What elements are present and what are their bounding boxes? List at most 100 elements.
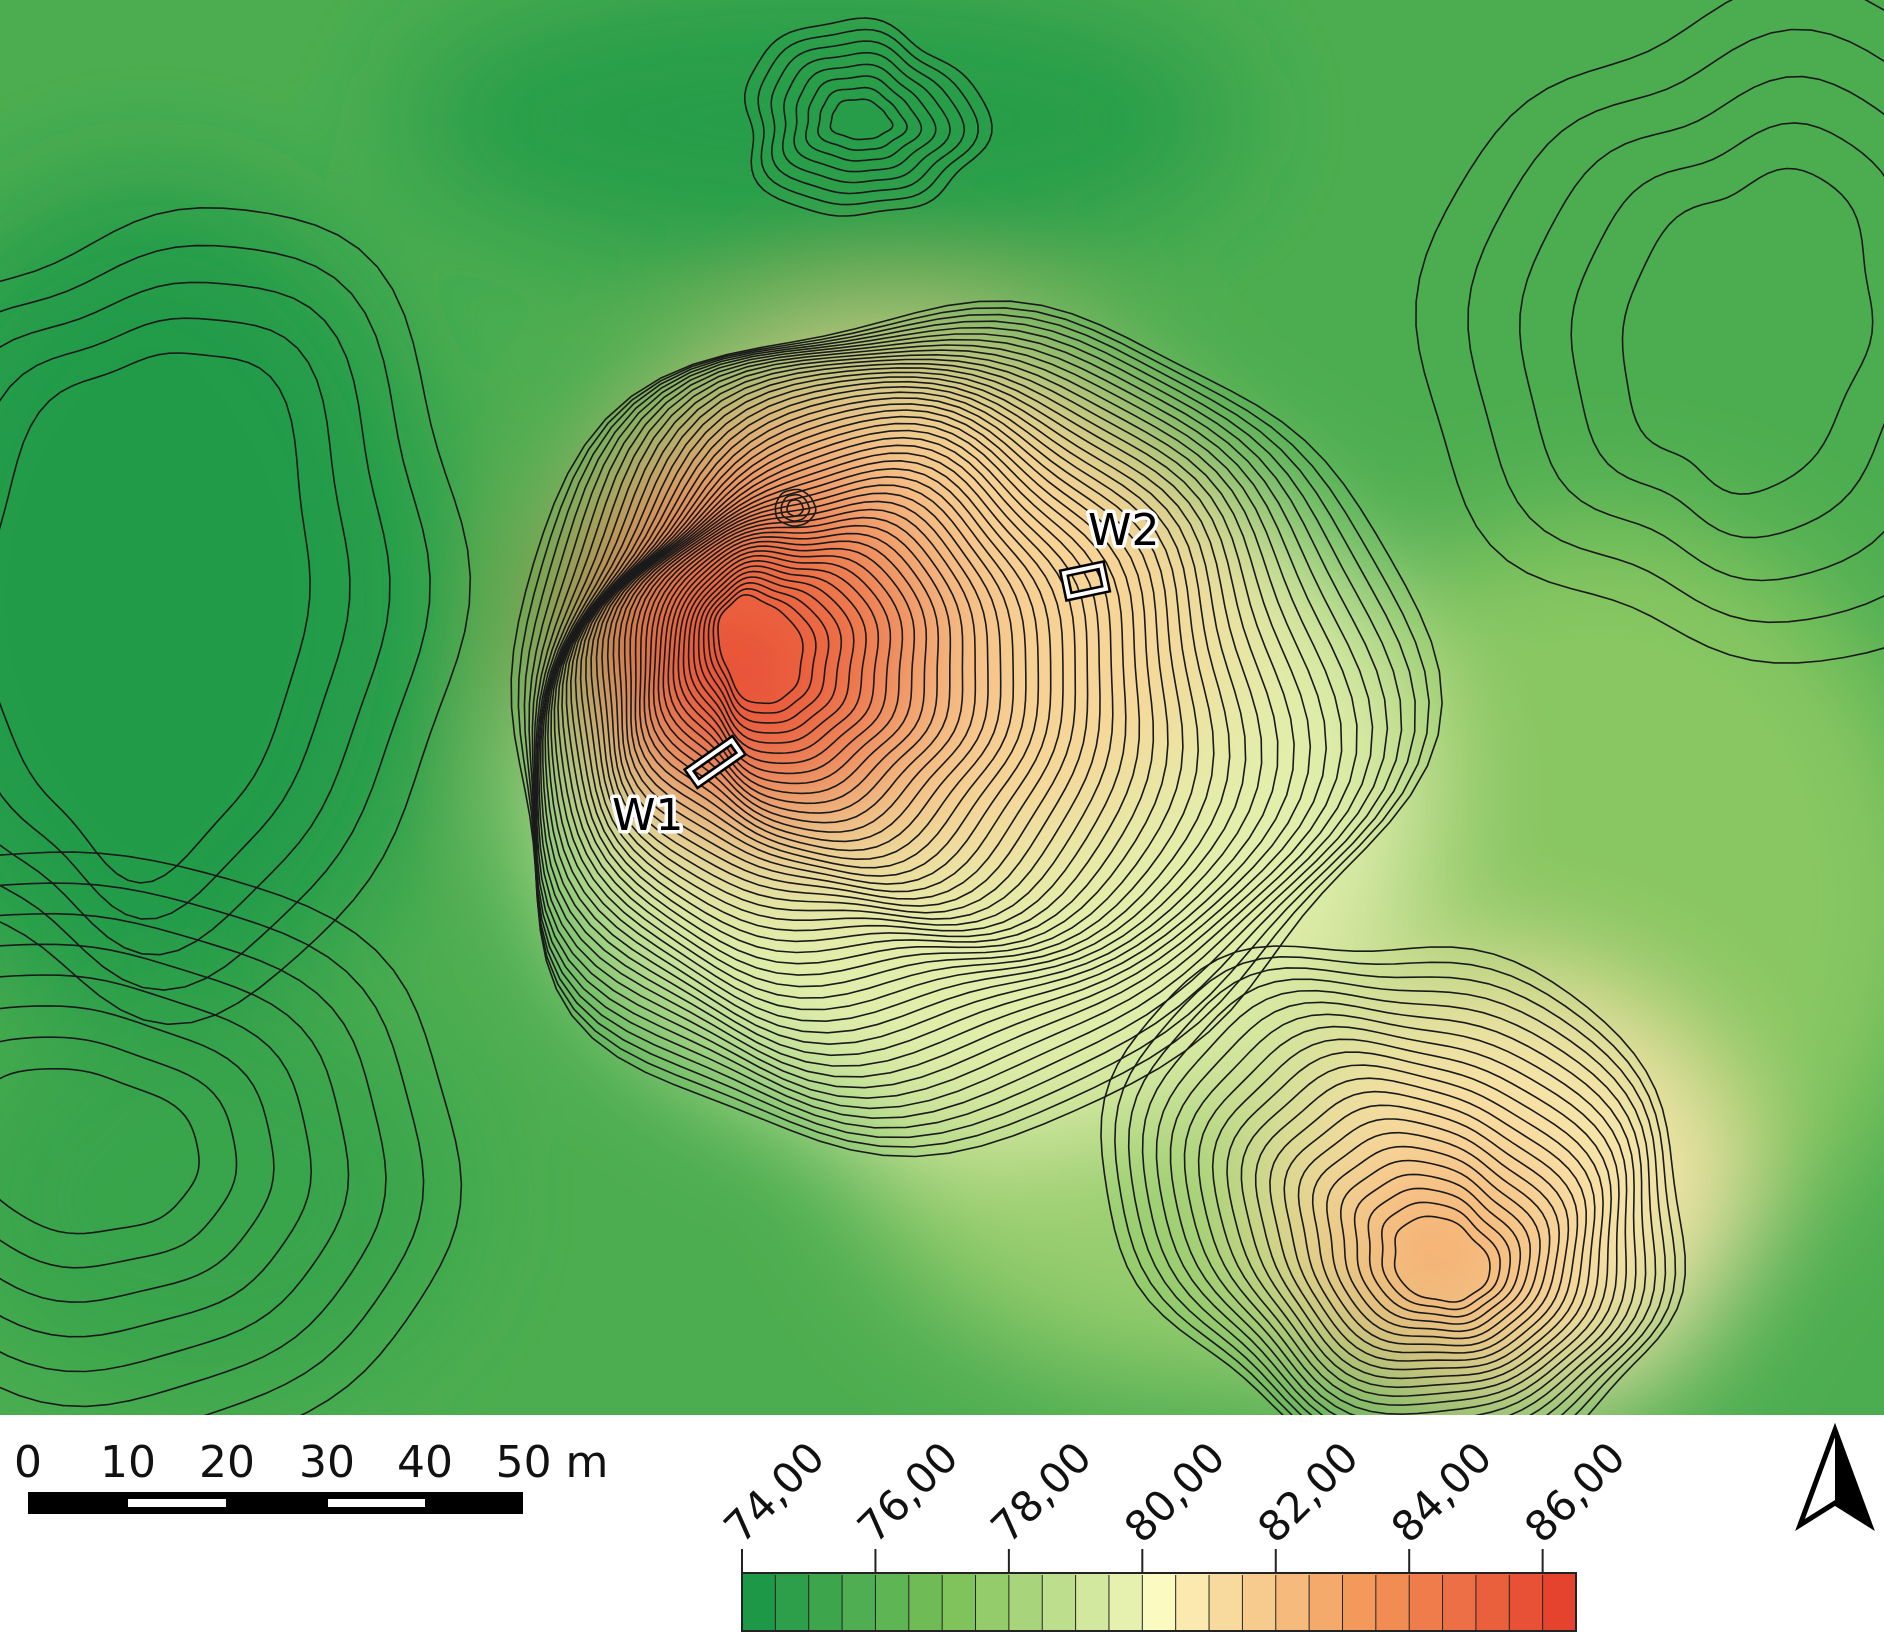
scale-label-20: 20: [199, 1437, 255, 1488]
contour-main-30: [565, 391, 1184, 976]
ramp-label-3: 80,00: [1115, 1432, 1235, 1552]
contour-main-12: [657, 524, 952, 824]
contour-se-hill-3: [1353, 1173, 1522, 1325]
contour-n-knoll-6: [757, 28, 979, 206]
contour-main-19: [623, 467, 1040, 885]
contour-se-hill-1: [1380, 1201, 1501, 1311]
contour-main-34: [550, 371, 1247, 1023]
scale-label-0: 0: [14, 1437, 42, 1488]
contour-main-47: [510, 300, 1443, 1158]
contour-main-40: [536, 344, 1343, 1089]
contour-sw-7: [0, 851, 463, 1415]
ramp-cell-4: [875, 1573, 910, 1631]
contour-main-8: [677, 550, 904, 785]
north-arrow-icon: [1795, 1422, 1875, 1532]
scale-label-40: 40: [397, 1437, 453, 1488]
contour-sw-2: [0, 1005, 275, 1303]
contour-main-22: [606, 444, 1077, 907]
ramp-cell-17: [1309, 1573, 1343, 1631]
contour-ne-4: [1415, 0, 1884, 664]
surface-blob-d1: [0, 180, 450, 1020]
contour-ne-0: [1621, 167, 1874, 495]
contour-se-hill-18: [1141, 978, 1657, 1415]
contour-main-42: [533, 333, 1374, 1110]
contour-main-36: [544, 362, 1279, 1046]
contour-main-38: [539, 353, 1312, 1067]
contour-main-35: [547, 367, 1263, 1034]
surface-blob-d3: [0, 1000, 460, 1400]
contour-main-23: [601, 436, 1089, 914]
scale-bar-segment-white-1: [128, 1499, 226, 1507]
ramp-cell-6: [942, 1573, 977, 1631]
marker-w1[interactable]: W1: [609, 734, 748, 845]
contour-se-hill-4: [1339, 1159, 1532, 1333]
ramp-cell-11: [1108, 1573, 1143, 1631]
ramp-cell-15: [1242, 1573, 1277, 1631]
contour-se-hill-5: [1326, 1145, 1541, 1340]
contour-se-hill-21: [1100, 945, 1687, 1415]
contour-main-33: [553, 376, 1231, 1011]
ramp-label-4: 82,00: [1248, 1432, 1368, 1552]
contour-main-5: [692, 565, 867, 755]
contour-main-32: [557, 380, 1215, 999]
contour-main-21: [612, 452, 1064, 900]
ramp-cell-3: [842, 1573, 876, 1631]
contour-sw-5: [0, 912, 387, 1408]
ramp-cell-13: [1175, 1573, 1210, 1631]
contour-main-24: [595, 429, 1101, 920]
ramp-cell-2: [808, 1573, 843, 1631]
contour-se-hill-19: [1127, 967, 1667, 1415]
contour-main-29: [569, 397, 1169, 965]
contour-se-hill-17: [1155, 989, 1647, 1415]
contour-main-7: [682, 554, 892, 775]
contour-main-20: [618, 459, 1052, 893]
contour-n-knoll-2: [804, 75, 923, 162]
contour-main-39: [537, 349, 1328, 1078]
contour-knob-0: [786, 499, 804, 517]
contour-se-hill-12: [1226, 1051, 1604, 1398]
scale-bar-frame: [28, 1492, 523, 1514]
ramp-cell-8: [1008, 1573, 1043, 1631]
ramp-cell-21: [1442, 1573, 1477, 1631]
ramp-labels: 74,00 76,00 78,00 80,00 82,00 84,00 86,00: [714, 1432, 1635, 1573]
scale-label-10: 10: [100, 1437, 156, 1488]
contour-se-hill-7: [1297, 1118, 1561, 1354]
ramp-cell-22: [1475, 1573, 1510, 1631]
scale-label-30: 30: [299, 1437, 355, 1488]
contour-knob-2: [774, 488, 817, 527]
contour-main-15: [643, 500, 989, 852]
surface-blob-hill-peak: [620, 560, 840, 800]
contour-main-2: [707, 581, 830, 724]
surface-blob-d2: [400, 0, 1240, 260]
contour-main-37: [541, 358, 1295, 1057]
contour-main-10: [667, 540, 928, 805]
contour-main-41: [535, 338, 1358, 1100]
contour-se-hill-20: [1114, 955, 1677, 1415]
contour-n-knoll-4: [782, 52, 951, 184]
contour-ne-2: [1518, 75, 1884, 582]
contour-se-hill-0: [1393, 1215, 1491, 1303]
contour-se-hill-10: [1254, 1077, 1588, 1380]
ramp-label-0: 74,00: [714, 1432, 834, 1552]
ramp-cell-14: [1209, 1573, 1243, 1631]
ramp-cell-1: [775, 1573, 810, 1631]
contour-west-4: [0, 206, 472, 1026]
contour-main-27: [579, 409, 1141, 943]
marker-w1-label: W1: [612, 790, 684, 841]
contour-n-knoll-5: [770, 40, 966, 195]
ramp-cell-19: [1375, 1573, 1410, 1631]
contour-main-1: [712, 587, 817, 714]
ramp-label-5: 84,00: [1382, 1432, 1502, 1552]
contour-main-11: [662, 532, 940, 814]
ramp-cell-20: [1409, 1573, 1444, 1631]
contour-n-knoll-7: [743, 17, 993, 217]
contour-sw-6: [0, 882, 425, 1415]
contour-se-hill-8: [1283, 1104, 1570, 1362]
marker-w2[interactable]: W2: [1058, 502, 1163, 603]
contour-se-hill-13: [1211, 1038, 1613, 1406]
contour-main-31: [561, 385, 1200, 988]
topographic-map: W1 W2: [0, 0, 1884, 1415]
ramp-cell-23: [1509, 1573, 1544, 1631]
contour-main-18: [629, 475, 1027, 877]
marker-w2-box-inner: [1061, 562, 1109, 600]
